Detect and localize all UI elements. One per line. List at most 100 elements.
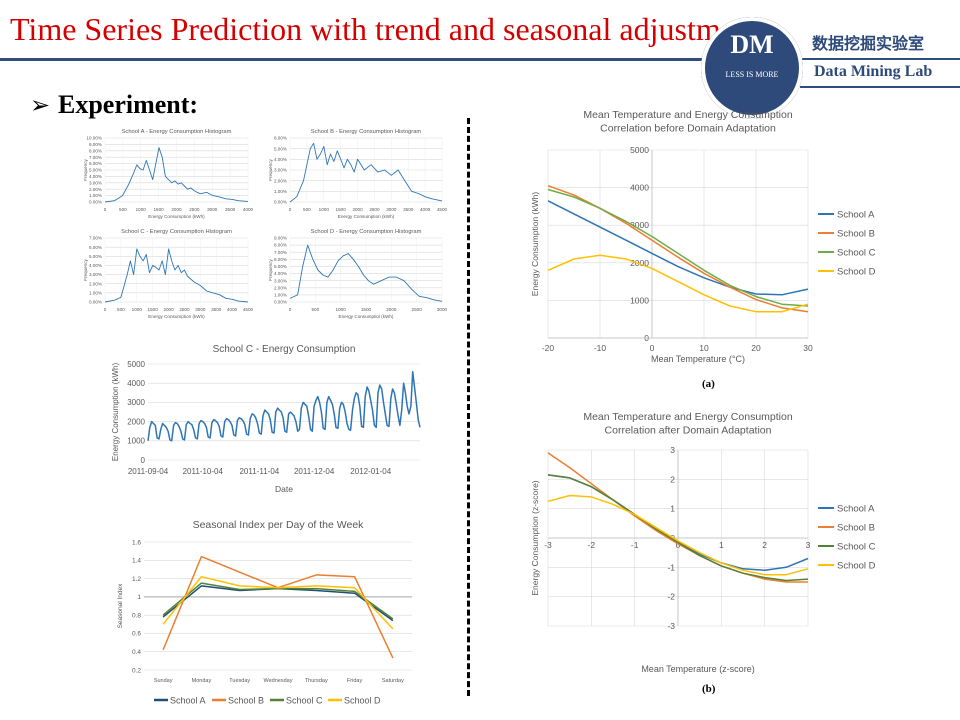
x-tick-label: 1500 xyxy=(154,207,165,212)
x-tick-label: 2500 xyxy=(412,307,423,312)
legend-label: School D xyxy=(344,696,381,706)
y-axis-title: Energy Consumption (z-score) xyxy=(530,480,540,595)
y-tick-label: 4.00% xyxy=(274,271,287,276)
legend-label: School B xyxy=(228,696,264,706)
x-tick-label: 4000 xyxy=(420,207,431,212)
y-tick-label: 0.2 xyxy=(132,667,141,674)
bullet-arrow-icon: ➢ xyxy=(30,91,51,119)
x-tick-label: -3 xyxy=(544,540,552,550)
x-tick-label: 2000 xyxy=(171,207,182,212)
series-line-main xyxy=(289,142,443,203)
y-tick-label: -1 xyxy=(667,562,675,572)
y-tick-label: 1 xyxy=(670,504,675,514)
caption-a: (a) xyxy=(702,378,715,390)
x-tick-label: 0 xyxy=(104,207,107,212)
x-tick-label: -10 xyxy=(594,343,607,353)
y-tick-label: 5.00% xyxy=(89,168,102,173)
series-line-main xyxy=(147,370,421,442)
legend-label: School A xyxy=(170,696,206,706)
series-line-main xyxy=(104,147,249,203)
y-tick-label: 2.00% xyxy=(89,187,102,192)
x-tick-label: 1500 xyxy=(336,207,347,212)
y-tick-label: 4.00% xyxy=(89,263,102,268)
chart-hist-d: School D - Energy Consumption Histogram 0… xyxy=(268,229,448,319)
x-tick-label: -2 xyxy=(588,540,596,550)
x-tick-label: 2012-01-04 xyxy=(350,467,391,476)
x-tick-label: 2500 xyxy=(179,307,190,312)
legend-label: School A xyxy=(837,504,875,515)
chart-title: School D - Energy Consumption Histogram xyxy=(311,229,422,235)
x-tick-label: 0 xyxy=(289,307,292,312)
logo-tagline: LESS IS MORE xyxy=(725,70,779,79)
x-tick-label: Saturday xyxy=(382,678,404,684)
y-tick-label: 1.00% xyxy=(274,189,287,194)
series-line-school-c xyxy=(547,188,809,307)
y-tick-label: 3000 xyxy=(630,220,649,230)
x-tick-label: 500 xyxy=(311,307,319,312)
y-tick-label: 1 xyxy=(137,594,141,601)
x-tick-label: 0 xyxy=(289,207,292,212)
y-tick-label: 4.00% xyxy=(89,174,102,179)
x-axis-title: Energy Consumption (kWh) xyxy=(338,214,395,219)
y-tick-label: -3 xyxy=(667,621,675,631)
x-tick-label: 1000 xyxy=(336,307,347,312)
y-tick-label: 5000 xyxy=(127,360,145,369)
x-tick-label: 500 xyxy=(117,307,125,312)
x-axis-title: Mean Temperature (°C) xyxy=(651,354,745,364)
x-tick-label: 2011-10-04 xyxy=(183,467,224,476)
y-tick-label: 9.00% xyxy=(274,236,287,241)
y-tick-label: 2.00% xyxy=(274,285,287,290)
x-tick-label: 4500 xyxy=(243,307,254,312)
x-tick-label: 3 xyxy=(806,540,811,550)
series-line-school-c xyxy=(162,582,394,620)
y-tick-label: 1000 xyxy=(630,295,649,305)
series-line-school-b xyxy=(162,555,394,659)
x-axis-title: Energy Consumptiol (kWh) xyxy=(339,314,394,319)
x-tick-label: 3500 xyxy=(211,307,222,312)
y-tick-label: 7.00% xyxy=(89,155,102,160)
series-line-school-c xyxy=(547,474,809,582)
x-tick-label: 4000 xyxy=(227,307,238,312)
x-tick-label: 1500 xyxy=(361,307,372,312)
y-tick-label: 6.00% xyxy=(274,257,287,262)
y-tick-label: 6.00% xyxy=(89,245,102,250)
chart-timeseries-c: School C - Energy Consumption 0 1000 2000 30… xyxy=(111,344,421,494)
y-tick-label: 0.6 xyxy=(132,631,141,638)
x-tick-label: 4000 xyxy=(243,207,254,212)
x-tick-label: 2000 xyxy=(386,307,397,312)
y-axis-title: Frequency xyxy=(268,158,273,180)
x-tick-label: 2 xyxy=(762,540,767,550)
legend-label: School B xyxy=(837,229,875,240)
x-tick-label: 2011-09-04 xyxy=(128,467,169,476)
y-tick-label: 5.00% xyxy=(274,146,287,151)
x-tick-label: 1000 xyxy=(136,207,147,212)
x-tick-label: 1000 xyxy=(319,207,330,212)
series-line-main xyxy=(104,248,249,303)
lab-name-en: Data Mining Lab xyxy=(814,63,933,80)
y-tick-label: 7.00% xyxy=(89,236,102,241)
x-tick-label: -1 xyxy=(631,540,639,550)
y-tick-label: 10.00% xyxy=(86,136,102,141)
x-tick-label: 1500 xyxy=(148,307,159,312)
x-tick-label: Monday xyxy=(192,678,212,684)
y-tick-label: 5.00% xyxy=(274,264,287,269)
y-tick-label: 2 xyxy=(670,474,675,484)
x-tick-label: 3000 xyxy=(207,207,218,212)
y-axis-title: Energy Consumption (kWh) xyxy=(111,363,120,462)
chart-title: Correlation after Domain Adaptation xyxy=(605,425,772,437)
y-tick-label: 1.4 xyxy=(132,558,141,565)
header-rule-right-lower xyxy=(800,86,960,88)
x-tick-label: 3000 xyxy=(195,307,206,312)
y-tick-label: 3.00% xyxy=(274,278,287,283)
chart-hist-b: School B - Energy Consumption Histogram 0… xyxy=(268,129,448,219)
y-tick-label: 1.00% xyxy=(274,292,287,297)
chart-hist-a: School A - Energy Consumption Histogram 0… xyxy=(83,129,254,219)
legend-label: School D xyxy=(837,267,876,278)
y-tick-label: 1.2 xyxy=(132,576,141,583)
lab-name-cn: 数据挖掘实验室 xyxy=(812,34,925,53)
x-tick-label: 2011-12-04 xyxy=(294,467,335,476)
y-tick-label: 4.00% xyxy=(274,157,287,162)
chart-corr-after: Mean Temperature and Energy Consumption C… xyxy=(530,411,876,674)
x-tick-label: 2000 xyxy=(352,207,363,212)
x-tick-label: Thursday xyxy=(305,678,328,684)
